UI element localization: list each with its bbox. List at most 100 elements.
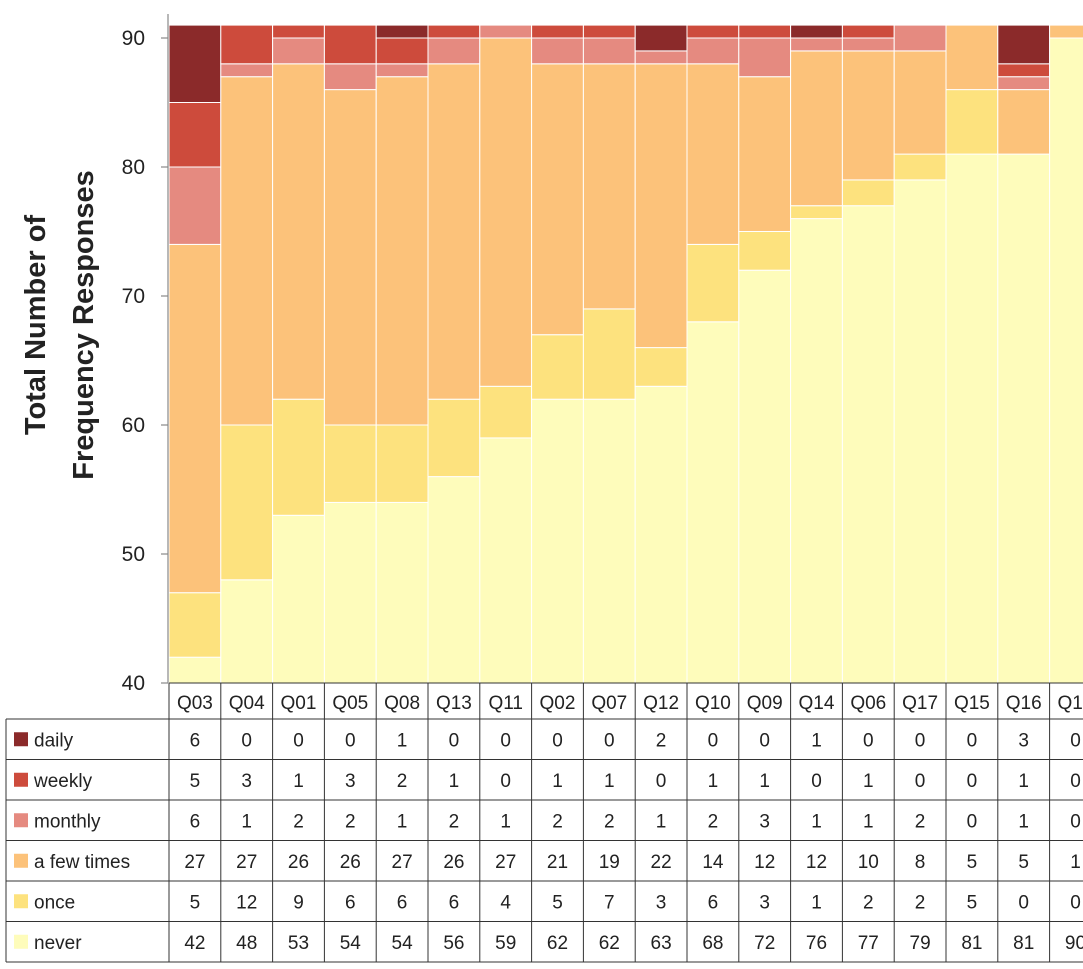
category-label-q18: Q18 xyxy=(1058,693,1083,714)
bar-segment-q16-never xyxy=(997,153,1051,684)
data-label: 56 xyxy=(443,933,464,954)
data-label: 42 xyxy=(184,933,205,954)
category-label-q14: Q14 xyxy=(799,693,835,714)
bar-segment-q11-monthly xyxy=(479,24,533,39)
data-label: 0 xyxy=(967,730,978,751)
data-label: 2 xyxy=(915,892,926,913)
bar-segment-q06-monthly xyxy=(841,37,895,52)
data-label: 14 xyxy=(702,852,724,873)
bar-segment-q10-once xyxy=(686,243,740,323)
data-label: 5 xyxy=(552,892,563,913)
bar-segment-q05-weekly xyxy=(323,24,377,65)
bar-segment-q09-a-few-times xyxy=(738,76,792,232)
table-row-daily: daily 6 0 0 0 1 0 0 0 0 2 0 0 1 0 0 0 3 0 xyxy=(14,730,1081,751)
bar-segment-q13-a-few-times xyxy=(427,63,481,400)
data-label: 2 xyxy=(915,811,926,832)
data-label: 3 xyxy=(759,811,770,832)
data-label: 3 xyxy=(241,771,252,792)
bar-segment-q06-weekly xyxy=(841,24,895,39)
bar-segment-q14-daily xyxy=(790,24,843,39)
bar-segment-q10-never xyxy=(686,321,740,684)
data-label: 0 xyxy=(1070,771,1081,792)
category-label-q17: Q17 xyxy=(902,693,938,714)
bar-segment-q10-weekly xyxy=(686,24,740,39)
bar-segment-q17-monthly xyxy=(893,24,947,52)
data-label: 2 xyxy=(552,811,563,832)
legend-label-monthly: monthly xyxy=(34,811,101,832)
bar-segment-q13-never xyxy=(427,476,481,684)
data-label: 1 xyxy=(708,771,719,792)
bar-segment-q08-weekly xyxy=(375,37,429,65)
data-label: 2 xyxy=(863,892,874,913)
data-label: 2 xyxy=(708,811,719,832)
y-tick-label: 40 xyxy=(122,672,145,695)
data-label: 1 xyxy=(1018,811,1029,832)
data-label: 1 xyxy=(863,811,874,832)
bar-segment-q13-weekly xyxy=(427,24,481,39)
bar-segment-q05-monthly xyxy=(323,63,377,91)
legend-swatch-never xyxy=(14,934,28,949)
y-axis-title: Total Number of Frequency Responses xyxy=(20,170,100,479)
category-label-q12: Q12 xyxy=(643,693,679,714)
category-label-q11: Q11 xyxy=(488,693,523,714)
data-label: 8 xyxy=(915,852,926,873)
bar-segment-q17-never xyxy=(893,179,947,684)
legend-label-never: never xyxy=(34,933,82,954)
data-label: 1 xyxy=(1070,852,1081,873)
bar-segment-q01-never xyxy=(272,514,325,684)
bar-segment-q07-never xyxy=(582,398,636,684)
bar-segment-q17-a-few-times xyxy=(893,50,947,155)
bar-segment-q03-monthly xyxy=(168,166,222,245)
data-label: 53 xyxy=(288,933,309,954)
data-label: 59 xyxy=(495,933,516,954)
category-label-q03: Q03 xyxy=(177,693,213,714)
data-label: 3 xyxy=(1018,730,1029,751)
data-label: 9 xyxy=(293,892,304,913)
bar-segment-q11-a-few-times xyxy=(479,37,533,387)
bar-segment-q02-a-few-times xyxy=(531,63,584,336)
category-label-q08: Q08 xyxy=(384,693,420,714)
data-label: 77 xyxy=(858,933,879,954)
bar-segment-q01-weekly xyxy=(272,24,325,39)
bar-segment-q16-daily xyxy=(997,24,1051,65)
data-label: 54 xyxy=(340,933,362,954)
data-label: 6 xyxy=(190,730,201,751)
data-label: 48 xyxy=(236,933,257,954)
legend-swatch-daily xyxy=(14,732,28,747)
data-label: 0 xyxy=(967,771,978,792)
bar-segment-q13-monthly xyxy=(427,37,481,65)
data-label: 0 xyxy=(656,771,667,792)
bar-segment-q09-weekly xyxy=(738,24,792,39)
data-label: 76 xyxy=(806,933,827,954)
bar-segment-q02-monthly xyxy=(531,37,584,65)
data-label: 2 xyxy=(293,811,304,832)
data-label: 2 xyxy=(397,771,408,792)
bar-segment-q05-never xyxy=(323,501,377,684)
data-label: 12 xyxy=(806,852,827,873)
category-label-q15: Q15 xyxy=(954,693,990,714)
data-label: 0 xyxy=(500,730,511,751)
bar-segment-q11-once xyxy=(479,385,533,439)
bar-segment-q08-once xyxy=(375,424,429,503)
data-label: 1 xyxy=(811,730,822,751)
bar-segment-q06-once xyxy=(841,179,895,207)
bar-segment-q17-once xyxy=(893,153,947,181)
category-label-q05: Q05 xyxy=(332,693,368,714)
bar-segment-q02-never xyxy=(531,398,584,684)
data-label: 1 xyxy=(241,811,252,832)
bar-segment-q07-weekly xyxy=(582,24,636,39)
data-label: 1 xyxy=(552,771,563,792)
data-label: 5 xyxy=(1018,852,1029,873)
bar-segment-q04-never xyxy=(220,579,274,684)
legend-label-daily: daily xyxy=(34,730,74,751)
bar-segment-q06-never xyxy=(841,205,895,684)
bar-segment-q16-weekly xyxy=(997,63,1051,78)
bar-segment-q03-weekly xyxy=(168,102,222,168)
data-label: 81 xyxy=(1013,933,1034,954)
data-table: Q03 Q04 Q01 Q05 Q08 Q13 Q11 Q02 Q07 Q12 Q10 Q09 Q14 Q… xyxy=(5,682,1083,963)
data-label: 27 xyxy=(392,852,413,873)
bar-segment-q14-a-few-times xyxy=(790,50,843,207)
category-label-q06: Q06 xyxy=(850,693,886,714)
data-label: 12 xyxy=(754,852,775,873)
data-label: 0 xyxy=(241,730,252,751)
